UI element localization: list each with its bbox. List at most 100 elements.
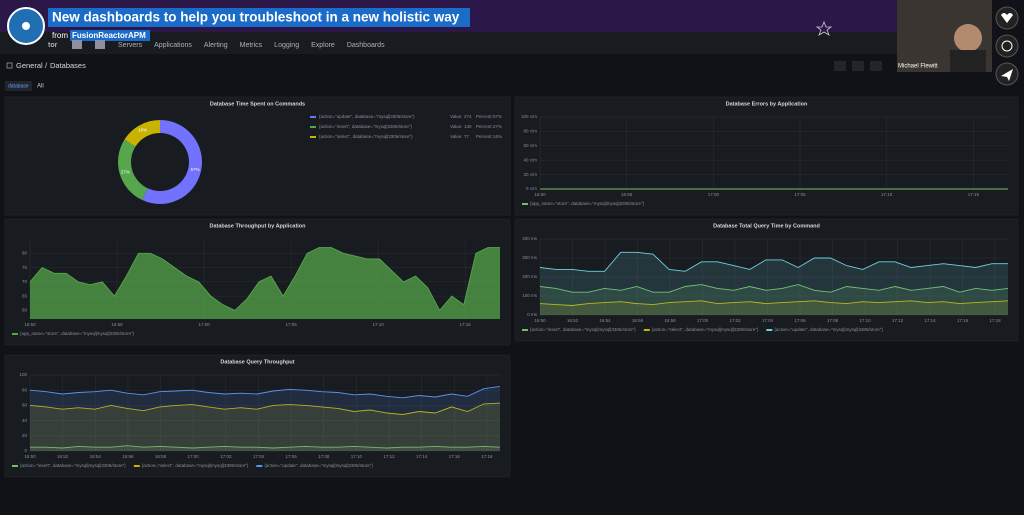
slice-label: 57%	[191, 167, 200, 172]
y-tick-label: 0 ms	[527, 312, 538, 317]
x-tick-label: 17:10	[351, 454, 363, 459]
x-tick-label: 16:55	[621, 192, 633, 197]
x-tick-label: 17:14	[924, 318, 936, 323]
title-box	[48, 8, 470, 27]
legend-swatch	[766, 329, 773, 331]
toolbar-button[interactable]	[834, 61, 846, 71]
legend-name: {app_name="store", database="mysql|mysql…	[530, 201, 645, 206]
webcam-shirt	[950, 50, 986, 72]
nav-item[interactable]: Explore	[311, 42, 335, 49]
x-tick-label: 17:14	[416, 454, 428, 459]
x-tick-label: 16:56	[122, 454, 134, 459]
x-tick-label: 17:10	[881, 192, 893, 197]
legend-name: {action="update", database="mysql|mysql|…	[264, 463, 373, 468]
legend-name: {action="select", database="mysql|mysql|…	[652, 327, 759, 332]
x-tick-label: 17:15	[460, 322, 472, 327]
legend-value-prefix: Value:	[450, 124, 462, 129]
legend-swatch	[12, 333, 18, 335]
nav-bar	[0, 32, 900, 54]
nav-item[interactable]: Logging	[274, 42, 299, 49]
channel-box	[70, 30, 150, 41]
x-tick-label: 17:00	[697, 318, 709, 323]
y-tick-label: 80	[22, 250, 28, 255]
variable-label-box	[5, 81, 32, 91]
y-tick-label: 60 c/m	[523, 143, 537, 148]
toolbar-button[interactable]	[870, 61, 882, 71]
legend-name: {action="select", database="mysql|mysql|…	[142, 463, 249, 468]
x-tick-label: 17:12	[383, 454, 395, 459]
presenter-name: Michael Flewitt	[898, 64, 938, 70]
nav-item[interactable]: Alerting	[204, 42, 228, 49]
legend-name: {action="insert", database="mysql|3306/s…	[319, 124, 412, 129]
legend-name: {action="update", database="mysql|3306/s…	[319, 114, 415, 119]
y-tick-label: 0	[24, 448, 27, 453]
legend-swatch	[310, 116, 316, 118]
breadcrumb-separator: /	[45, 61, 48, 70]
legend-swatch	[522, 203, 528, 205]
variable-value[interactable]: All	[37, 84, 44, 90]
y-tick-label: 20 c/m	[523, 172, 537, 177]
grid-icon	[6, 62, 13, 69]
x-tick-label: 17:00	[708, 192, 720, 197]
series-line	[29, 385, 501, 399]
x-tick-label: 17:08	[827, 318, 839, 323]
star-icon[interactable]	[815, 20, 833, 36]
channel-logo-core	[22, 22, 30, 30]
x-tick-label: 17:00	[198, 322, 210, 327]
channel-name: FusionReactorAPM	[72, 31, 146, 40]
x-tick-label: 16:54	[599, 318, 611, 323]
legend-name: {action="insert", database="mysql|mysql|…	[530, 327, 636, 332]
nav-item[interactable]: Servers	[118, 42, 143, 49]
legend-name: {action="update", database="mysql|mysql|…	[774, 327, 883, 332]
legend-swatch	[310, 136, 316, 138]
y-tick-label: 200 ms	[522, 274, 538, 279]
x-tick-label: 16:55	[111, 322, 123, 327]
nav-item[interactable]: Metrics	[240, 42, 263, 49]
panel-title: Database Throughput by Application	[209, 223, 306, 229]
x-tick-label: 16:52	[57, 454, 69, 459]
x-tick-label: 16:58	[664, 318, 676, 323]
breadcrumb-dashboard: Databases	[50, 61, 86, 70]
y-tick-label: 80 c/m	[523, 129, 537, 134]
pie-slice	[124, 120, 160, 147]
legend-swatch	[133, 465, 140, 467]
series-line	[29, 402, 501, 415]
watch-later-button[interactable]	[995, 34, 1019, 58]
video-from: from	[52, 31, 68, 40]
legend-value: 130	[464, 124, 472, 129]
nav-icon[interactable]	[72, 40, 82, 49]
x-tick-label: 17:16	[957, 318, 969, 323]
nav-item[interactable]: Applications	[154, 42, 192, 49]
variable-label: database	[8, 83, 29, 89]
legend-value-prefix: Value:	[450, 134, 462, 139]
y-tick-label: 0 c/m	[526, 186, 537, 191]
nav-icon[interactable]	[95, 40, 105, 49]
nav-item[interactable]: Dashboards	[347, 42, 385, 49]
legend-value-prefix: Value:	[450, 114, 462, 119]
legend-percent: 27%	[493, 124, 502, 129]
legend-percent: 16%	[493, 134, 502, 139]
x-tick-label: 17:05	[285, 322, 297, 327]
nav-brand: tor	[48, 42, 58, 49]
series-line	[30, 445, 501, 449]
legend-swatch	[522, 329, 528, 331]
panel	[4, 96, 511, 216]
y-tick-label: 70	[22, 279, 28, 284]
panel-title: Database Query Throughput	[220, 359, 294, 365]
x-tick-label: 16:58	[155, 454, 167, 459]
x-tick-label: 17:00	[188, 454, 200, 459]
breadcrumb-folder[interactable]: General	[16, 61, 43, 70]
x-tick-label: 17:08	[318, 454, 330, 459]
y-tick-label: 60	[22, 403, 28, 408]
legend-swatch	[256, 465, 263, 467]
toolbar-button[interactable]	[852, 61, 864, 71]
y-tick-label: 80	[22, 387, 28, 392]
legend-name: {action="select", database="mysql|3306/s…	[319, 134, 413, 139]
x-tick-label: 17:10	[859, 318, 871, 323]
x-tick-label: 17:04	[253, 454, 265, 459]
x-tick-label: 16:56	[632, 318, 644, 323]
x-tick-label: 17:15	[968, 192, 980, 197]
x-tick-label: 17:18	[481, 454, 493, 459]
area-fill	[540, 252, 1008, 315]
panel	[514, 218, 1019, 342]
